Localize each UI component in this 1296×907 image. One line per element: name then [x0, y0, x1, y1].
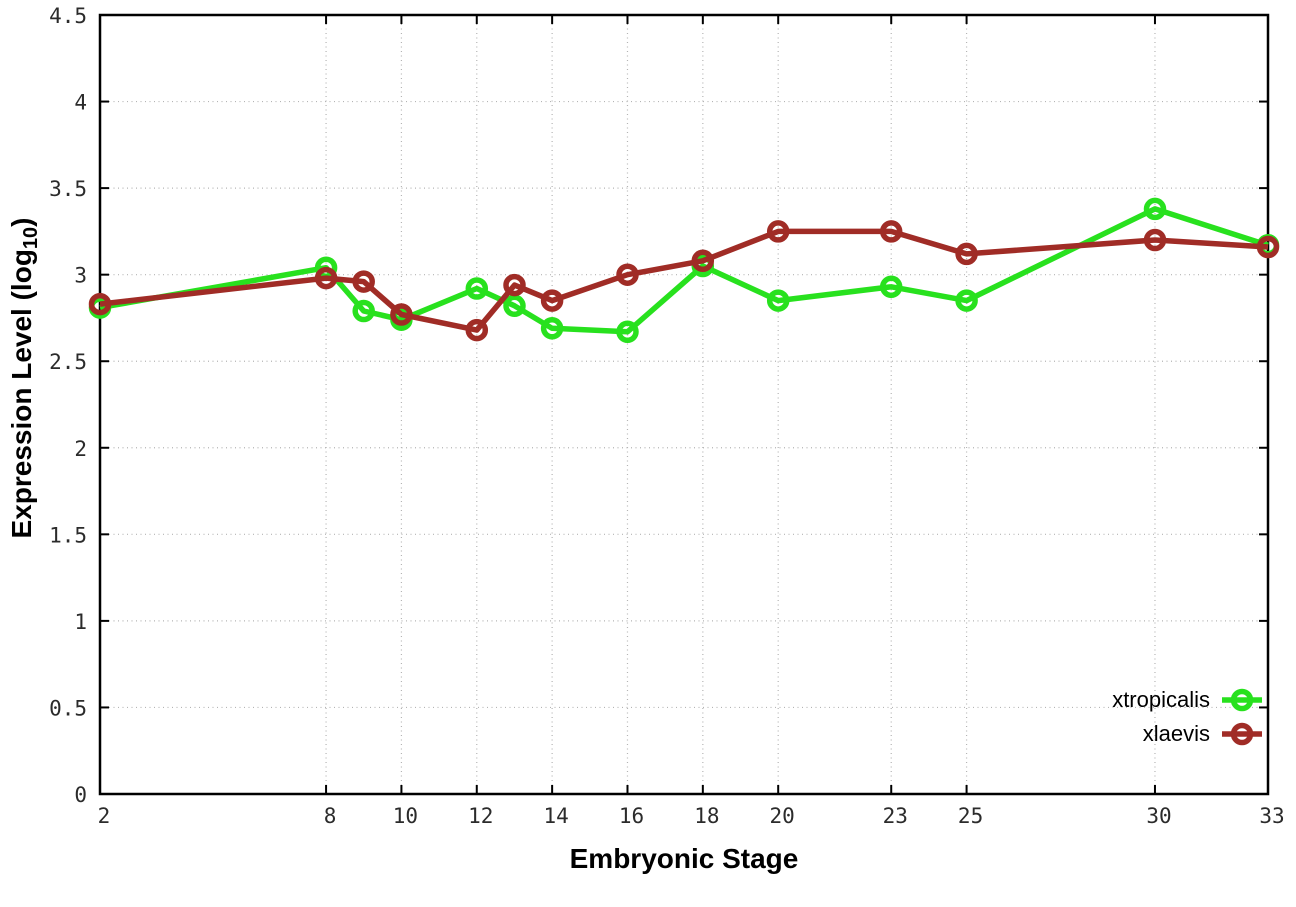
x-tick-label: 23	[883, 804, 908, 828]
y-tick-label: 2	[74, 437, 87, 461]
xtropicalis-line-marker-icon	[1222, 688, 1262, 712]
x-tick-label: 10	[393, 804, 418, 828]
marker-xlaevis	[1143, 228, 1167, 252]
marker-xlaevis	[503, 273, 526, 297]
xlaevis-line-marker-icon	[1222, 722, 1262, 746]
y-tick-label: 0	[74, 783, 87, 807]
x-tick-label: 25	[958, 804, 983, 828]
x-tick-label: 14	[543, 804, 568, 828]
marker-xtropicalis	[352, 299, 375, 323]
marker-xtropicalis	[766, 289, 790, 312]
y-axis-title: Expression Level (log10)	[1, 128, 43, 628]
y-tick-label: 0.5	[49, 696, 87, 720]
x-tick-label: 20	[770, 804, 795, 828]
marker-xlaevis	[616, 263, 639, 286]
x-tick-label: 8	[324, 804, 337, 828]
legend-label-xtropicalis: xtropicalis	[1112, 687, 1210, 712]
y-axis-title-subscript: 10	[20, 226, 42, 250]
marker-xtropicalis	[1143, 197, 1167, 221]
plot-border	[98, 13, 1270, 796]
marker-xlaevis	[390, 303, 413, 326]
legend-item-xtropicalis: xtropicalis	[1112, 684, 1264, 716]
marker-xtropicalis	[503, 294, 526, 318]
y-tick-label: 2.5	[49, 350, 87, 374]
x-axis-title: Embryonic Stage	[569, 843, 799, 874]
marker-xlaevis	[465, 318, 489, 342]
marker-xlaevis	[691, 249, 715, 273]
marker-xlaevis	[352, 270, 375, 293]
marker-xtropicalis	[465, 277, 489, 300]
marker-xtropicalis	[616, 320, 639, 344]
marker-xtropicalis	[955, 289, 978, 312]
marker-xlaevis	[540, 289, 564, 312]
x-tick-label: 30	[1146, 804, 1171, 828]
marker-xlaevis	[314, 266, 338, 290]
legend-item-xlaevis: xlaevis	[1112, 718, 1264, 750]
x-tick-label: 33	[1259, 804, 1284, 828]
y-tick-label: 4.5	[49, 4, 87, 28]
y-tick-label: 3	[74, 264, 87, 288]
marker-xlaevis	[88, 292, 112, 316]
y-tick-label: 1.5	[49, 523, 87, 547]
legend: xtropicalis xlaevis	[1112, 684, 1264, 750]
y-tick-label: 3.5	[49, 177, 87, 201]
x-tick-label: 12	[468, 804, 493, 828]
marker-xlaevis	[955, 242, 978, 266]
x-tick-label: 2	[98, 804, 111, 828]
series-line-xtropicalis	[99, 206, 1269, 335]
marker-xtropicalis	[540, 317, 564, 340]
legend-label-xlaevis: xlaevis	[1142, 721, 1210, 746]
marker-xtropicalis	[879, 275, 903, 299]
y-axis-title-text: Expression Level (log	[6, 249, 37, 539]
y-tick-label: 4	[74, 91, 87, 115]
x-tick-label: 18	[694, 804, 719, 828]
y-tick-label: 1	[74, 610, 87, 634]
marker-xlaevis	[1256, 235, 1280, 259]
x-tick-label: 16	[619, 804, 644, 828]
y-axis-title-close: )	[6, 217, 37, 227]
marker-xlaevis	[879, 220, 903, 243]
marker-xlaevis	[766, 220, 790, 243]
